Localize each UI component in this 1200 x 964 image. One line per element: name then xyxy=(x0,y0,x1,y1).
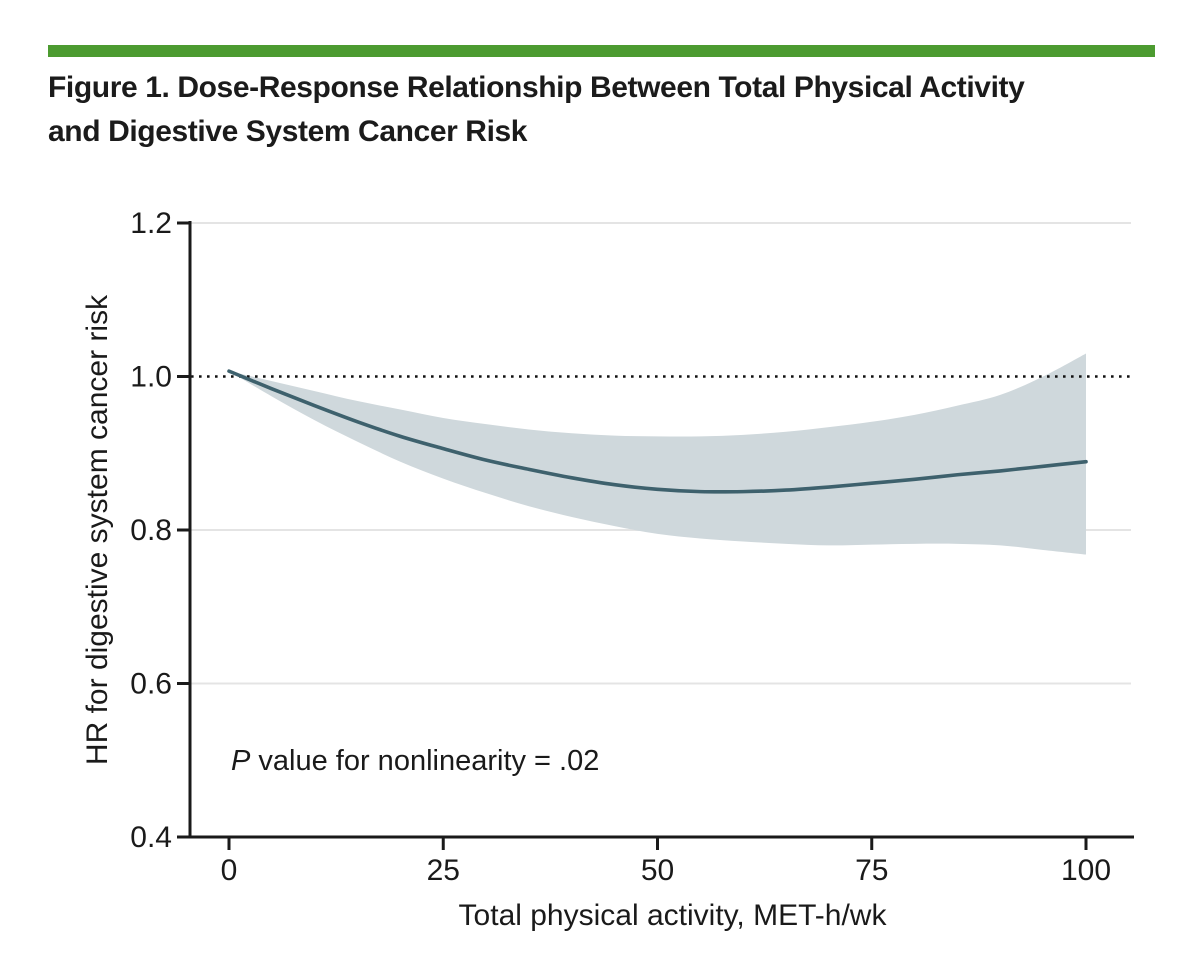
y-tick-label: 1.2 xyxy=(130,207,172,240)
figure-title-line1: Figure 1. Dose-Response Relationship Bet… xyxy=(48,71,1025,104)
p-value-annotation: P value for nonlinearity = .02 xyxy=(231,745,599,777)
confidence-band xyxy=(229,353,1086,555)
accent-bar xyxy=(48,45,1155,57)
y-tick-label: 0.8 xyxy=(130,514,172,547)
figure-title-line2: and Digestive System Cancer Risk xyxy=(48,115,528,148)
x-axis-label: Total physical activity, MET-h/wk xyxy=(459,899,888,932)
x-axis-ticks: 0 25 50 75 100 xyxy=(221,837,1111,887)
y-axis-label: HR for digestive system cancer risk xyxy=(81,294,114,765)
hr-curve xyxy=(227,369,1088,494)
x-tick-label: 75 xyxy=(855,854,888,887)
y-tick-label: 0.4 xyxy=(130,821,172,854)
figure-title: Figure 1. Dose-Response Relationship Bet… xyxy=(48,66,1158,154)
x-tick-label: 0 xyxy=(221,854,238,887)
x-tick-label: 100 xyxy=(1061,854,1111,887)
x-tick-label: 50 xyxy=(641,854,674,887)
y-tick-label: 0.6 xyxy=(130,668,172,701)
y-tick-label: 1.0 xyxy=(130,361,172,394)
x-tick-label: 25 xyxy=(427,854,460,887)
y-axis-ticks: 0.4 0.6 0.8 1.0 1.2 xyxy=(130,207,190,854)
